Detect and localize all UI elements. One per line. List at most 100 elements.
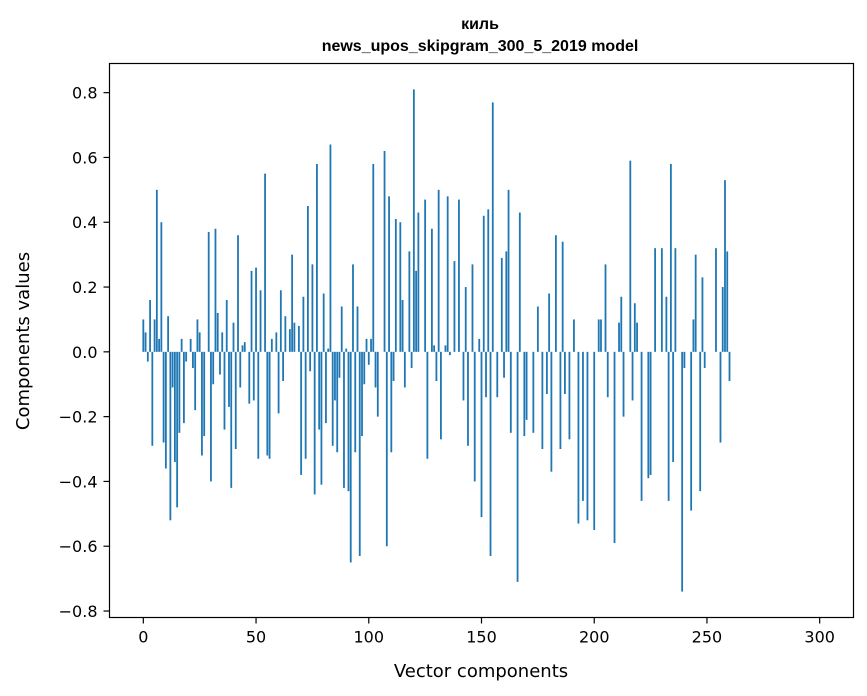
bar-component-147	[473, 351, 476, 482]
x-tick-label: 250	[692, 628, 723, 647]
bar-component-71	[302, 296, 305, 352]
bar-component-18	[183, 351, 185, 424]
bar-component-102	[372, 163, 375, 352]
bar-component-7	[158, 338, 160, 352]
bar-component-234	[669, 163, 672, 352]
bar-component-186	[561, 241, 564, 352]
bar-component-230	[660, 248, 663, 352]
bar-component-150	[480, 351, 483, 518]
bar-component-31	[212, 351, 215, 385]
x-tick-label: 200	[579, 628, 610, 647]
bars-group	[142, 89, 731, 592]
bar-component-69	[297, 325, 300, 352]
bar-component-213	[622, 351, 625, 417]
bar-component-170	[525, 351, 528, 420]
bar-component-40	[232, 322, 235, 352]
bar-component-36	[223, 351, 226, 430]
bar-component-116	[403, 351, 406, 388]
bar-component-143	[464, 287, 467, 352]
bar-component-9	[162, 351, 165, 443]
bar-component-43	[239, 351, 242, 388]
bar-component-27	[203, 351, 206, 437]
bar-component-79	[320, 351, 323, 485]
bar-component-47	[248, 351, 251, 404]
bar-component-33	[216, 312, 219, 352]
bar-component-74	[309, 351, 312, 372]
bar-component-66	[291, 254, 294, 352]
bar-component-129	[433, 345, 436, 352]
bar-component-205	[604, 264, 607, 352]
bar-component-62	[282, 351, 284, 381]
bar-component-104	[376, 351, 379, 417]
bar-component-169	[523, 351, 526, 437]
bar-component-56	[268, 351, 271, 459]
bar-component-8	[160, 222, 163, 352]
bar-component-157	[496, 351, 499, 398]
bar-component-161	[505, 251, 508, 352]
bar-component-65	[288, 329, 291, 352]
chart-title: киль	[461, 16, 499, 33]
bar-component-175	[536, 306, 539, 352]
bar-component-44	[241, 345, 244, 352]
bar-component-254	[715, 248, 717, 352]
y-tick-label: 0.6	[72, 148, 97, 167]
bar-component-17	[180, 338, 183, 352]
bar-component-21	[189, 338, 192, 352]
bar-component-243	[690, 351, 693, 511]
bar-component-73	[307, 206, 309, 352]
bar-component-13	[171, 351, 174, 388]
bar-component-10	[164, 351, 167, 469]
bar-component-260	[728, 351, 731, 381]
bar-component-96	[358, 351, 361, 556]
bar-component-51	[257, 351, 260, 459]
bar-component-6	[155, 189, 158, 352]
x-axis-ticks: 0 50 100 150 200 250 300	[138, 617, 835, 647]
bar-component-97	[361, 351, 363, 437]
y-axis-ticks: −0.8 −0.6 −0.4 −0.2 0.0 0.2 0.4 0.6 0.8	[59, 84, 110, 621]
bar-component-173	[532, 351, 535, 433]
bar-component-35	[221, 332, 224, 352]
bar-component-160	[503, 351, 505, 378]
bar-component-49	[252, 351, 255, 401]
bar-component-82	[327, 348, 330, 352]
bar-component-221	[640, 351, 643, 501]
y-tick-label: 0.2	[72, 278, 97, 297]
bar-component-45	[243, 342, 246, 352]
bar-component-0	[142, 319, 145, 352]
bar-component-138	[453, 261, 456, 352]
bar-component-16	[178, 351, 181, 433]
bar-component-76	[313, 351, 316, 495]
bar-component-240	[683, 351, 686, 369]
bar-component-235	[672, 351, 675, 462]
bar-component-98	[363, 351, 366, 385]
bar-component-180	[548, 293, 551, 352]
x-tick-label: 150	[466, 628, 497, 647]
bar-component-118	[408, 251, 411, 352]
bar-component-244	[692, 319, 695, 352]
bar-component-11	[167, 316, 170, 352]
bar-component-258	[724, 180, 726, 352]
bar-component-60	[277, 351, 280, 414]
bar-component-245	[694, 254, 697, 352]
bar-component-120	[412, 89, 415, 352]
bar-component-88	[340, 306, 343, 352]
bar-component-14	[173, 351, 176, 462]
bar-component-87	[338, 351, 341, 378]
bar-component-48	[250, 270, 253, 352]
bar-component-126	[426, 351, 429, 459]
bar-component-29	[207, 231, 210, 352]
x-axis-label: Vector components	[394, 661, 568, 682]
y-tick-label: 0.0	[72, 343, 97, 362]
bar-component-248	[701, 277, 704, 352]
plot-frame	[108, 62, 855, 619]
bar-component-19	[185, 351, 188, 362]
x-tick-label: 100	[353, 628, 384, 647]
bar-component-109	[388, 196, 390, 352]
bar-component-63	[284, 316, 287, 352]
bar-component-195	[582, 351, 584, 501]
bar-component-92	[349, 351, 352, 563]
bar-component-50	[255, 267, 257, 352]
bar-component-72	[304, 351, 307, 459]
bar-component-259	[726, 251, 729, 352]
bar-component-189	[568, 351, 571, 440]
